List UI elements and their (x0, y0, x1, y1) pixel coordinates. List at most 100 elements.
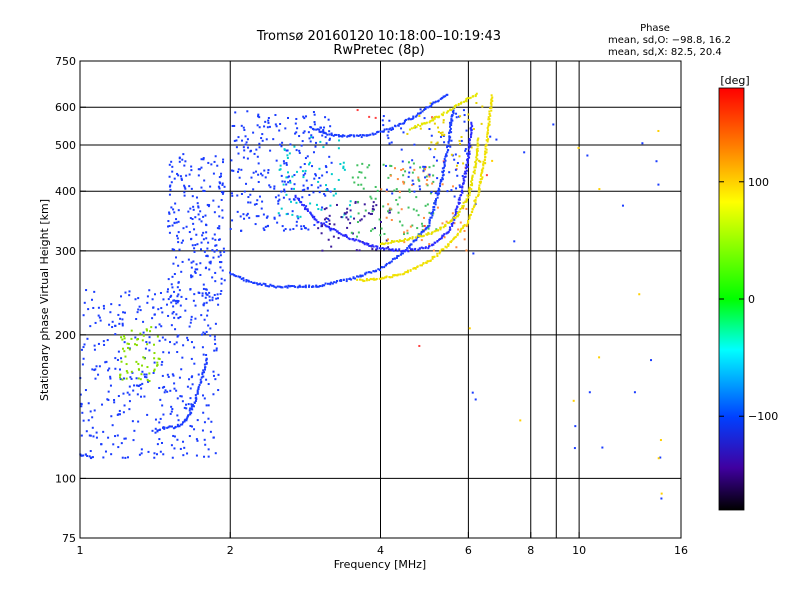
trace-point (240, 277, 243, 280)
data-point (306, 186, 309, 189)
data-point (347, 218, 350, 221)
data-point (200, 314, 203, 317)
data-point (289, 228, 292, 231)
data-point (198, 168, 201, 171)
data-point (285, 176, 288, 179)
data-point (213, 335, 216, 338)
data-point (171, 456, 174, 459)
data-point (160, 363, 163, 366)
data-point (192, 208, 195, 211)
data-point (282, 183, 285, 186)
trace-point (174, 425, 177, 428)
data-point (212, 256, 215, 259)
trace-point (378, 277, 381, 280)
trace-point (451, 114, 454, 117)
trace-point (256, 283, 259, 286)
trace-point (478, 180, 481, 183)
data-point (171, 373, 174, 376)
data-point (167, 375, 170, 378)
data-point (325, 142, 328, 145)
data-point (214, 452, 217, 455)
data-point (194, 216, 197, 219)
data-point (158, 339, 161, 342)
trace-point (276, 285, 279, 288)
data-point (124, 291, 127, 294)
data-point (263, 169, 266, 172)
data-point (92, 435, 95, 438)
trace-point (84, 453, 87, 456)
data-point (302, 115, 305, 118)
data-point (432, 174, 435, 177)
trace-point (399, 253, 402, 256)
data-point (413, 168, 416, 171)
data-point (126, 391, 129, 394)
data-point (430, 191, 433, 194)
data-point (132, 389, 135, 392)
data-point (180, 270, 183, 273)
data-point (299, 166, 302, 169)
data-point (219, 182, 222, 185)
data-point (190, 403, 193, 406)
data-point (289, 181, 292, 184)
trace-point (354, 277, 357, 280)
data-point (400, 169, 403, 172)
trace-point (391, 248, 394, 251)
trace-point (484, 144, 487, 147)
trace-point (451, 218, 454, 221)
data-point (324, 116, 327, 119)
trace-point (443, 166, 446, 169)
data-point (388, 211, 391, 214)
data-point (273, 216, 276, 219)
trace-point (317, 285, 320, 288)
data-point (162, 298, 165, 301)
data-point (274, 114, 277, 117)
trace-point (452, 107, 455, 110)
data-point (214, 244, 217, 247)
data-point (249, 193, 252, 196)
trace-point (442, 248, 445, 251)
data-point (153, 368, 156, 371)
data-point (329, 190, 332, 193)
data-point (354, 201, 357, 204)
data-point (88, 434, 91, 437)
data-point (190, 315, 193, 318)
trace-point (427, 225, 430, 228)
data-point (346, 226, 349, 229)
trace-point (411, 248, 414, 251)
data-point (261, 174, 264, 177)
data-point (151, 317, 154, 320)
trace-point (304, 207, 307, 210)
data-point (450, 139, 453, 142)
trace-point (356, 278, 359, 281)
trace-point (252, 281, 255, 284)
data-point (370, 229, 373, 232)
data-point (243, 129, 246, 132)
trace-point (391, 128, 394, 131)
trace-point (420, 230, 423, 233)
trace-point (471, 207, 474, 210)
trace-point (328, 133, 331, 136)
data-point (327, 118, 330, 121)
data-point (200, 166, 203, 169)
data-point (171, 248, 174, 251)
trace-point (478, 190, 481, 193)
data-point (257, 173, 260, 176)
data-point (141, 364, 144, 367)
data-point (328, 130, 331, 133)
trace-point (242, 279, 245, 282)
data-point (326, 188, 329, 191)
data-point (118, 413, 121, 416)
data-point (211, 237, 214, 240)
data-point (314, 145, 317, 148)
data-point (173, 343, 176, 346)
data-point (178, 156, 181, 159)
data-point (464, 149, 467, 152)
trace-point (424, 107, 427, 110)
data-point (152, 306, 155, 309)
data-point (201, 346, 204, 349)
data-point (185, 419, 188, 422)
data-point (107, 436, 110, 439)
trace-point (470, 131, 473, 134)
data-point (131, 420, 134, 423)
trace-point (385, 247, 388, 250)
